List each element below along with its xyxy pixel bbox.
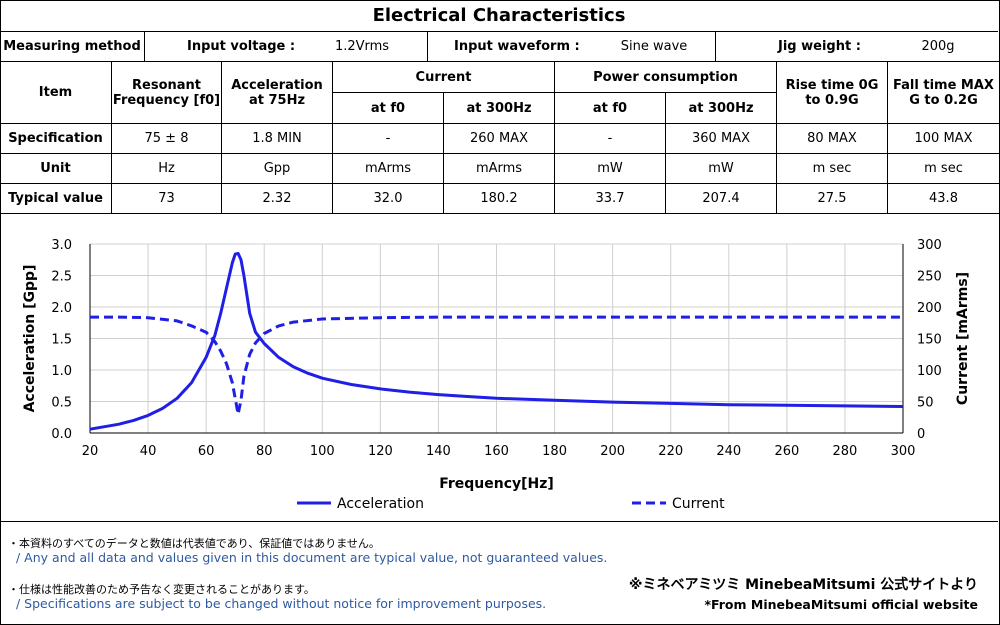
x-tick-label: 140: [426, 444, 451, 459]
table-cell: 207.4: [666, 184, 777, 214]
y-tick-label: 0.0: [51, 427, 72, 442]
legend-label: Current: [672, 496, 725, 512]
input-waveform-cell: Input waveform : Sine wave: [428, 32, 716, 62]
y-tick-label: 2.0: [51, 301, 72, 316]
page-title: Electrical Characteristics: [0, 0, 998, 32]
y-tick-label: 2.5: [51, 270, 72, 285]
table-cell: 43.8: [888, 184, 999, 214]
y2-tick-label: 0: [917, 427, 925, 442]
jig-weight-cell: Jig weight : 200g: [716, 32, 999, 62]
table-cell: 27.5: [777, 184, 888, 214]
y2-tick-label: 100: [917, 364, 942, 379]
table-cell: m sec: [777, 154, 888, 184]
table-cell: 100 MAX: [888, 124, 999, 154]
input-voltage-cell: Input voltage : 1.2Vrms: [145, 32, 428, 62]
table-cell: mW: [666, 154, 777, 184]
y2-tick-label: 200: [917, 301, 942, 316]
y2-tick-label: 50: [917, 396, 934, 411]
table-cell: 260 MAX: [444, 124, 555, 154]
note-en-1: / Any and all data and values given in t…: [16, 550, 608, 565]
y2-axis-label: Current [mArms]: [955, 272, 971, 405]
table-cell: -: [555, 124, 666, 154]
x-tick-label: 100: [310, 444, 335, 459]
x-tick-label: 120: [368, 444, 393, 459]
row-label: Unit: [0, 154, 112, 184]
y2-tick-label: 150: [917, 333, 942, 348]
table-cell: mW: [555, 154, 666, 184]
table-cell: 1.8 MIN: [222, 124, 333, 154]
series-line-acceleration: [89, 251, 904, 431]
y-tick-label: 1.5: [51, 333, 72, 348]
series-line-current: [90, 315, 903, 416]
row-label: Specification: [0, 124, 112, 154]
x-tick-label: 60: [198, 444, 215, 459]
header-rise-time: Rise time 0G to 0.9G: [777, 62, 888, 124]
header-power-at-f0: at f0: [555, 93, 666, 124]
jig-weight-value: 200g: [921, 39, 955, 54]
input-voltage-value: 1.2Vrms: [334, 39, 390, 54]
input-waveform-value: Sine wave: [620, 39, 688, 54]
x-tick-label: 200: [600, 444, 625, 459]
row-label: Typical value: [0, 184, 112, 214]
header-current-at-300hz: at 300Hz: [444, 93, 555, 124]
header-resonant-frequency: Resonant Frequency [f0]: [112, 62, 222, 124]
header-fall-time: Fall time MAX G to 0.2G: [888, 62, 999, 124]
header-power-consumption: Power consumption: [555, 62, 777, 93]
x-tick-label: 300: [891, 444, 916, 459]
x-tick-label: 80: [256, 444, 273, 459]
x-tick-label: 180: [542, 444, 567, 459]
note-jp-1: ・本資料のすべてのデータと数値は代表値であり、保証値ではありません。: [8, 537, 380, 550]
credit-jp: ※ミネベアミツミ MinebeaMitsumi 公式サイトより: [628, 577, 978, 593]
table-cell: 360 MAX: [666, 124, 777, 154]
y2-tick-label: 250: [917, 270, 942, 285]
y-axis-label: Acceleration [Gpp]: [22, 265, 38, 413]
table-cell: 33.7: [555, 184, 666, 214]
frequency-response-chart: 0.0 0.5 1.0 1.5 2.0 2.5 3.0 0 50 100 150 200 250 300 2…: [22, 238, 971, 512]
x-tick-label: 280: [833, 444, 858, 459]
y2-tick-label: 300: [917, 238, 942, 253]
x-tick-label: 40: [140, 444, 157, 459]
x-tick-label: 160: [484, 444, 509, 459]
y-tick-label: 3.0: [51, 238, 72, 253]
header-current-at-f0: at f0: [333, 93, 444, 124]
header-current: Current: [333, 62, 555, 93]
table-cell: 180.2: [444, 184, 555, 214]
jig-weight-label: Jig weight :: [778, 39, 861, 54]
x-tick-label: 20: [82, 444, 99, 459]
table-cell: -: [333, 124, 444, 154]
credit-en: *From MinebeaMitsumi official website: [704, 597, 978, 612]
table-cell: 32.0: [333, 184, 444, 214]
table-cell: m sec: [888, 154, 999, 184]
header-acceleration: Acceleration at 75Hz: [222, 62, 333, 124]
x-tick-label: 220: [658, 444, 683, 459]
note-en-2: / Specifications are subject to be chang…: [16, 596, 547, 611]
y-tick-label: 1.0: [51, 364, 72, 379]
x-tick-label: 260: [774, 444, 799, 459]
legend-label: Acceleration: [337, 496, 424, 512]
table-cell: Hz: [112, 154, 222, 184]
notes-section: ・本資料のすべてのデータと数値は代表値であり、保証値ではありません。 / Any…: [0, 521, 998, 624]
table-cell: 80 MAX: [777, 124, 888, 154]
note-jp-2: ・仕様は性能改善のため予告なく変更されることがあります。: [8, 583, 315, 596]
table-cell: mArms: [333, 154, 444, 184]
table-cell: 2.32: [222, 184, 333, 214]
input-voltage-label: Input voltage :: [187, 39, 296, 54]
measuring-method-label: Measuring method: [0, 32, 145, 62]
y-tick-label: 0.5: [51, 396, 72, 411]
table-cell: Gpp: [222, 154, 333, 184]
table-cell: mArms: [444, 154, 555, 184]
header-item: Item: [0, 62, 112, 124]
x-tick-label: 240: [716, 444, 741, 459]
header-power-at-300hz: at 300Hz: [666, 93, 777, 124]
x-axis-label: Frequency[Hz]: [439, 476, 554, 492]
table-cell: 73: [112, 184, 222, 214]
table-cell: 75 ± 8: [112, 124, 222, 154]
input-waveform-label: Input waveform :: [454, 39, 580, 54]
